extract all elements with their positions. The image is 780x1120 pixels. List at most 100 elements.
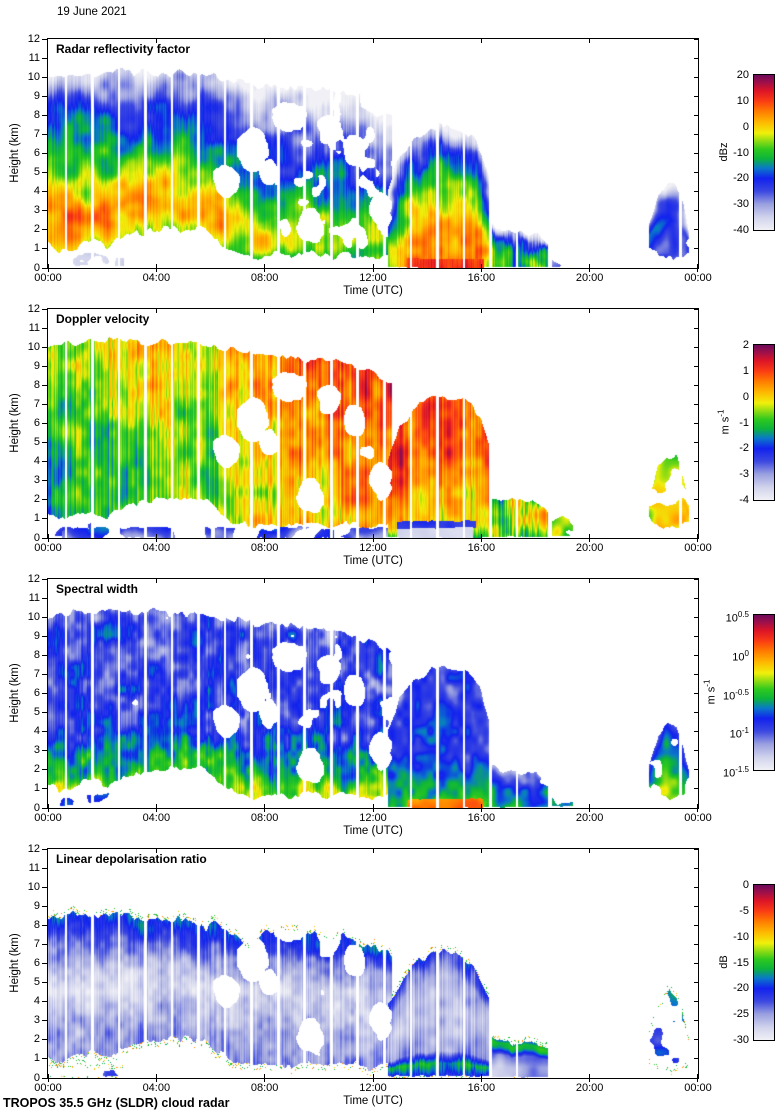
- colorbar-unit-label: dBz: [718, 142, 730, 162]
- y-tick-label: 7: [33, 937, 40, 950]
- x-tick-label: 16:00: [467, 1082, 496, 1094]
- colorbar-tick-label: 10: [736, 94, 749, 107]
- y-tick-label: 1: [33, 512, 40, 525]
- y-tick: [694, 38, 698, 40]
- x-tick: [48, 804, 49, 808]
- heatmap-canvas: [48, 849, 698, 1078]
- x-tick: [480, 808, 482, 812]
- y-tick: [42, 731, 47, 733]
- colorbar-tick-label: 0: [742, 390, 749, 403]
- y-tick: [42, 518, 47, 520]
- colorbar-unit-label: m s-1: [702, 679, 718, 705]
- y-tick: [694, 1001, 698, 1003]
- y-tick: [42, 982, 47, 984]
- y-tick-label: 9: [33, 899, 40, 912]
- colorbar-tick-label: 0: [742, 879, 749, 891]
- y-tick-label: 12: [27, 302, 40, 315]
- x-tick: [589, 264, 591, 268]
- y-tick: [694, 731, 698, 733]
- x-tick: [697, 534, 698, 538]
- y-tick-label: 5: [33, 436, 40, 449]
- x-axis-label: Time (UTC): [343, 285, 403, 297]
- y-tick: [42, 788, 47, 790]
- x-tick: [372, 808, 374, 812]
- x-tick: [264, 538, 266, 542]
- y-tick: [42, 248, 47, 250]
- y-tick: [694, 982, 698, 984]
- colorbar: 2 1 0 -1 -2 -3 -4 m s-1: [717, 339, 775, 506]
- x-tick: [697, 268, 698, 272]
- y-tick: [42, 365, 47, 367]
- y-tick-label: 11: [28, 51, 40, 64]
- y-tick: [42, 867, 47, 869]
- colorbar-tick-label: -3: [739, 468, 749, 481]
- colorbar-tick-label: 20: [736, 69, 749, 81]
- colorbar-gradient: [754, 885, 774, 1040]
- y-tick: [42, 499, 47, 501]
- y-tick: [42, 616, 47, 618]
- y-tick-label: 5: [33, 706, 40, 719]
- heatmap-canvas: [48, 39, 698, 268]
- y-tick: [42, 1001, 47, 1003]
- x-tick: [589, 804, 591, 808]
- y-tick: [694, 673, 698, 675]
- y-tick-label: 9: [33, 89, 40, 102]
- y-tick-label: 0: [33, 261, 40, 274]
- y-tick: [42, 95, 47, 97]
- colorbar-tick-label: -15: [733, 956, 749, 969]
- x-tick: [697, 808, 698, 812]
- y-tick-label: 7: [33, 667, 40, 680]
- panel-title: Radar reflectivity factor: [56, 42, 191, 56]
- y-tick: [694, 1039, 698, 1041]
- y-tick-label: 4: [33, 725, 40, 738]
- y-tick-label: 2: [33, 763, 40, 776]
- y-tick: [42, 673, 47, 675]
- x-tick-label: 12:00: [359, 272, 387, 284]
- colorbar-tick-label: -1: [739, 416, 749, 429]
- y-tick: [694, 114, 698, 116]
- colorbar-tick-label: -40: [733, 224, 749, 236]
- panel-title: Doppler velocity: [56, 312, 150, 326]
- x-tick: [264, 309, 266, 313]
- x-tick: [48, 1074, 49, 1078]
- x-tick: [155, 1074, 157, 1078]
- y-tick: [42, 172, 47, 174]
- x-tick: [155, 538, 157, 542]
- y-tick: [42, 57, 47, 59]
- colorbar-tick-label: 100.5: [725, 610, 749, 625]
- x-tick: [697, 538, 698, 542]
- y-tick-label: 4: [33, 995, 40, 1008]
- x-tick: [264, 1078, 266, 1082]
- y-tick: [694, 57, 698, 59]
- x-tick-label: 20:00: [575, 542, 604, 554]
- x-tick: [372, 849, 374, 853]
- y-tick: [694, 229, 698, 231]
- x-tick: [155, 39, 157, 43]
- y-tick: [694, 769, 698, 771]
- y-tick: [694, 635, 698, 637]
- panel: Radar reflectivity factor Height (km) Ti…: [9, 33, 775, 297]
- x-axis-label: Time (UTC): [343, 1095, 403, 1107]
- y-tick: [694, 499, 698, 501]
- y-tick: [42, 886, 47, 888]
- y-tick-label: 0: [33, 801, 40, 814]
- x-tick-label: 00:00: [684, 272, 712, 284]
- x-tick-label: 04:00: [142, 812, 171, 824]
- y-tick-label: 0: [33, 531, 40, 544]
- y-tick-label: 1: [33, 242, 40, 255]
- y-tick: [694, 750, 698, 752]
- x-tick: [372, 264, 374, 268]
- x-tick: [264, 264, 266, 268]
- x-tick: [155, 309, 157, 313]
- y-tick: [694, 537, 698, 539]
- y-tick: [42, 133, 47, 135]
- y-tick-label: 5: [33, 166, 40, 179]
- y-tick: [694, 867, 698, 869]
- y-tick: [694, 693, 698, 694]
- colorbar-gradient: [754, 615, 774, 770]
- y-tick: [694, 943, 698, 945]
- x-tick: [372, 309, 374, 313]
- y-tick: [42, 1077, 47, 1079]
- colorbar-tick-label: 1: [742, 364, 749, 377]
